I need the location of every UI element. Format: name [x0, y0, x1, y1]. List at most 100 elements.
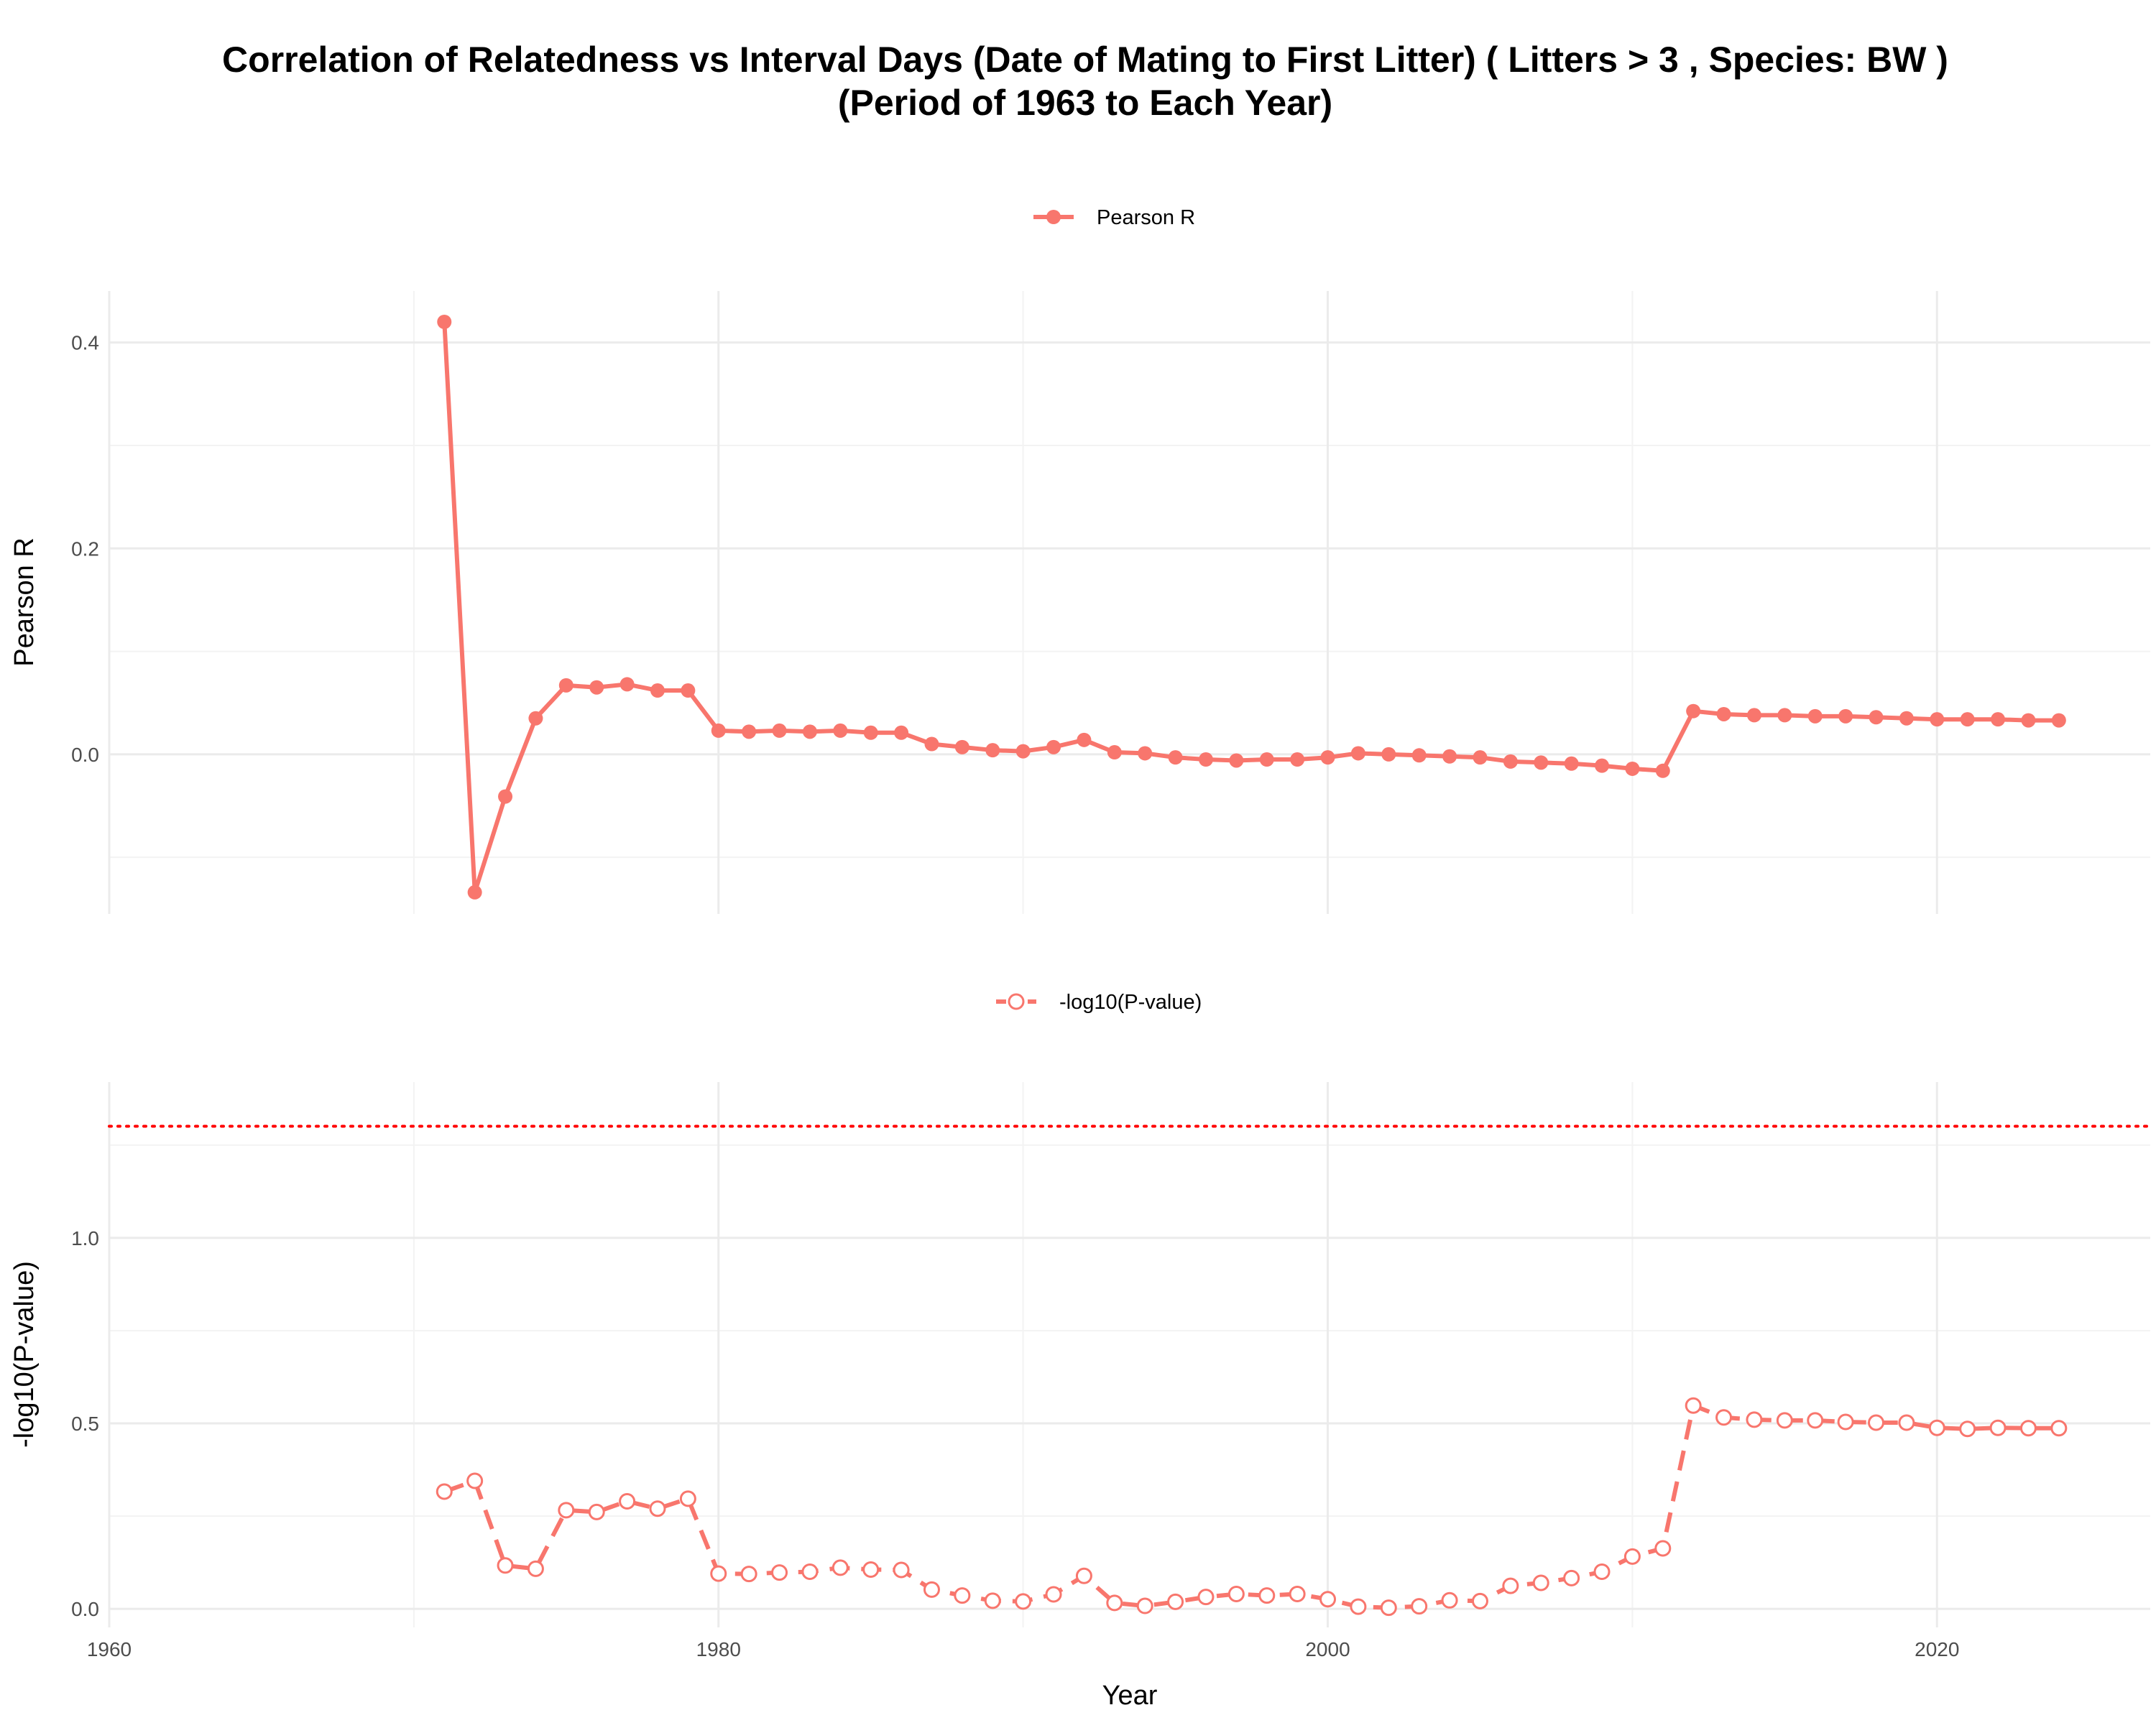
data-point	[1380, 1599, 1397, 1617]
data-point	[1015, 744, 1031, 759]
y-tick-label: 0.0	[71, 744, 99, 766]
data-point	[1898, 1414, 1915, 1431]
data-point	[1716, 706, 1731, 721]
data-point	[1289, 1586, 1306, 1603]
data-point	[1746, 1411, 1763, 1428]
data-point	[619, 677, 635, 692]
y-tick-label: 0.4	[71, 332, 99, 354]
data-point	[1198, 752, 1213, 767]
data-point	[466, 1472, 484, 1489]
data-point	[2019, 1420, 2037, 1437]
data-point	[1381, 747, 1396, 762]
data-point	[802, 724, 817, 739]
data-point	[1776, 1412, 1793, 1429]
data-point	[1075, 1567, 1092, 1584]
data-point	[1777, 708, 1792, 723]
data-point	[1989, 1419, 2007, 1436]
data-point	[742, 724, 757, 739]
data-point	[497, 1557, 514, 1574]
data-point	[924, 736, 939, 752]
data-point	[863, 725, 878, 740]
data-point	[862, 1561, 880, 1578]
data-point	[1807, 1412, 1824, 1429]
data-point	[831, 1559, 849, 1576]
data-point	[923, 1581, 940, 1598]
data-point	[833, 723, 848, 738]
legend-pearson-r: Pearson R	[1033, 206, 1195, 229]
data-point	[772, 723, 787, 738]
data-point	[1960, 712, 1975, 727]
data-point	[681, 683, 696, 698]
data-point	[619, 1492, 636, 1510]
data-point	[1138, 746, 1153, 761]
data-point	[527, 1560, 544, 1577]
data-point	[1350, 1598, 1367, 1615]
data-point	[679, 1490, 696, 1507]
chart-title-line-2: (Period of 1963 to Each Year)	[838, 83, 1332, 123]
data-point	[1411, 1598, 1428, 1615]
data-point	[1441, 1591, 1458, 1609]
data-point	[740, 1566, 757, 1583]
data-point	[649, 1500, 666, 1517]
legend-pearson-r-label: Pearson R	[1097, 206, 1195, 229]
data-point	[1320, 750, 1335, 765]
data-point	[1197, 1589, 1215, 1606]
data-point	[1290, 752, 1305, 767]
panel-pearson-r: 0.0 0.2 0.4 Pearson R	[9, 291, 2150, 914]
data-point	[1045, 1586, 1062, 1603]
legend-neglog10-p: -log10(P-value)	[996, 991, 1202, 1014]
data-point	[1258, 1587, 1276, 1604]
panel-neglog10-p: 0.0 0.5 1.0 -log10(P-value) 1960 1980 2000 2020	[9, 1082, 2152, 1660]
data-point	[1227, 1586, 1245, 1603]
y-tick-label: 0.0	[71, 1598, 99, 1620]
data-point	[1991, 712, 2006, 727]
data-point	[1471, 1592, 1488, 1609]
data-point	[954, 739, 969, 754]
legend-neglog10-p-marker	[1008, 993, 1025, 1010]
legend-pearson-r-marker	[1046, 210, 1061, 224]
x-tick-label: 2020	[1915, 1638, 1959, 1660]
data-point	[1136, 1597, 1153, 1614]
data-point	[985, 743, 1000, 758]
data-point	[1623, 1548, 1641, 1565]
data-point	[1046, 739, 1061, 754]
data-point	[984, 1592, 1001, 1609]
data-point	[1686, 703, 1701, 719]
data-point	[1595, 758, 1610, 773]
data-point	[1350, 746, 1365, 761]
data-point	[1625, 761, 1640, 776]
data-point	[1167, 1593, 1184, 1610]
data-point	[711, 723, 726, 738]
data-point	[1503, 754, 1518, 769]
data-point	[1411, 748, 1427, 763]
chart-title-line-1: Correlation of Relatedness vs Interval D…	[222, 40, 1948, 80]
data-point	[2021, 713, 2036, 728]
data-point	[771, 1564, 788, 1581]
data-point	[650, 683, 665, 698]
data-point	[1838, 708, 1853, 724]
data-point	[1746, 708, 1761, 723]
data-point	[1442, 749, 1457, 764]
series-line	[442, 321, 2059, 895]
data-point	[1107, 745, 1122, 760]
data-point	[1868, 1414, 1885, 1431]
data-point	[467, 884, 482, 900]
data-point	[588, 1503, 605, 1520]
data-point	[437, 314, 452, 329]
data-point	[1473, 750, 1488, 765]
data-point	[1593, 1563, 1611, 1581]
data-point	[1685, 1397, 1702, 1414]
data-point	[1319, 1591, 1337, 1608]
data-point	[1229, 753, 1244, 768]
data-point	[558, 678, 573, 693]
y-axis-title: Pearson R	[9, 537, 40, 667]
data-point	[1168, 750, 1183, 765]
data-point	[894, 725, 909, 740]
data-point	[1502, 1577, 1519, 1594]
data-point	[893, 1561, 910, 1579]
data-point	[710, 1565, 727, 1582]
x-axis-title: Year	[1102, 1681, 1158, 1711]
x-tick-label: 1960	[87, 1638, 132, 1660]
data-point	[1534, 755, 1549, 770]
